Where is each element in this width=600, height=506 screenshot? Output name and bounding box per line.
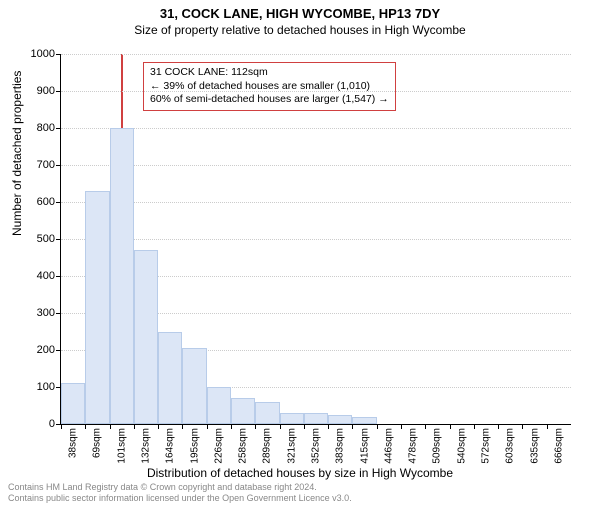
xtick-mark: [425, 424, 426, 429]
ytick-mark: [56, 91, 61, 92]
histogram-bar: [207, 387, 231, 424]
ytick-label: 100: [37, 381, 55, 393]
histogram-bar: [328, 415, 352, 424]
ytick-mark: [56, 54, 61, 55]
xtick-mark: [401, 424, 402, 429]
histogram-bar: [158, 332, 182, 425]
histogram-bar: [110, 128, 134, 424]
annotation-box: 31 COCK LANE: 112sqm← 39% of detached ho…: [143, 62, 396, 111]
gridline: [61, 54, 571, 55]
xtick-label: 478sqm: [408, 428, 419, 464]
xtick-label: 258sqm: [238, 428, 249, 464]
xtick-mark: [158, 424, 159, 429]
xtick-label: 226sqm: [213, 428, 224, 464]
xtick-label: 572sqm: [481, 428, 492, 464]
ytick-mark: [56, 313, 61, 314]
ytick-label: 800: [37, 122, 55, 134]
histogram-bar: [85, 191, 109, 424]
xtick-mark: [255, 424, 256, 429]
xtick-label: 289sqm: [262, 428, 273, 464]
xtick-label: 635sqm: [529, 428, 540, 464]
xtick-mark: [522, 424, 523, 429]
xtick-mark: [474, 424, 475, 429]
xtick-label: 352sqm: [311, 428, 322, 464]
ytick-label: 300: [37, 307, 55, 319]
xtick-label: 383sqm: [335, 428, 346, 464]
histogram-bar: [280, 413, 304, 424]
xtick-mark: [547, 424, 548, 429]
histogram-bar: [255, 402, 279, 424]
ytick-label: 700: [37, 159, 55, 171]
xtick-mark: [328, 424, 329, 429]
gridline: [61, 239, 571, 240]
x-axis-label: Distribution of detached houses by size …: [0, 466, 600, 480]
gridline: [61, 165, 571, 166]
chart-subtitle: Size of property relative to detached ho…: [0, 23, 600, 37]
ytick-label: 200: [37, 344, 55, 356]
gridline: [61, 202, 571, 203]
xtick-mark: [352, 424, 353, 429]
xtick-label: 164sqm: [165, 428, 176, 464]
xtick-mark: [498, 424, 499, 429]
chart-plot-area: 31 COCK LANE: 112sqm← 39% of detached ho…: [60, 54, 571, 425]
y-axis-label: Number of detached properties: [10, 71, 24, 236]
xtick-mark: [450, 424, 451, 429]
annotation-line: 31 COCK LANE: 112sqm: [150, 66, 389, 80]
histogram-bar: [134, 250, 158, 424]
ytick-label: 600: [37, 196, 55, 208]
footer-line-1: Contains HM Land Registry data © Crown c…: [8, 482, 352, 493]
xtick-label: 446sqm: [383, 428, 394, 464]
xtick-label: 101sqm: [116, 428, 127, 464]
gridline: [61, 91, 571, 92]
ytick-label: 400: [37, 270, 55, 282]
xtick-label: 666sqm: [553, 428, 564, 464]
histogram-bar: [61, 383, 85, 424]
xtick-mark: [182, 424, 183, 429]
xtick-label: 38sqm: [68, 428, 79, 458]
xtick-label: 540sqm: [456, 428, 467, 464]
gridline: [61, 128, 571, 129]
histogram-bar: [352, 417, 376, 424]
ytick-label: 1000: [31, 48, 55, 60]
xtick-label: 603sqm: [505, 428, 516, 464]
xtick-mark: [280, 424, 281, 429]
ytick-mark: [56, 165, 61, 166]
xtick-label: 321sqm: [286, 428, 297, 464]
xtick-mark: [231, 424, 232, 429]
ytick-mark: [56, 239, 61, 240]
xtick-mark: [207, 424, 208, 429]
xtick-label: 69sqm: [92, 428, 103, 458]
ytick-label: 500: [37, 233, 55, 245]
xtick-mark: [304, 424, 305, 429]
xtick-mark: [61, 424, 62, 429]
ytick-label: 0: [49, 418, 55, 430]
chart-title: 31, COCK LANE, HIGH WYCOMBE, HP13 7DY: [0, 6, 600, 21]
xtick-label: 415sqm: [359, 428, 370, 464]
xtick-mark: [110, 424, 111, 429]
xtick-label: 132sqm: [141, 428, 152, 464]
xtick-mark: [134, 424, 135, 429]
histogram-bar: [304, 413, 328, 424]
chart-container: 31, COCK LANE, HIGH WYCOMBE, HP13 7DY Si…: [0, 6, 600, 506]
annotation-line: 60% of semi-detached houses are larger (…: [150, 93, 389, 107]
ytick-mark: [56, 128, 61, 129]
xtick-mark: [377, 424, 378, 429]
ytick-mark: [56, 350, 61, 351]
xtick-label: 509sqm: [432, 428, 443, 464]
xtick-label: 195sqm: [189, 428, 200, 464]
footer-line-2: Contains public sector information licen…: [8, 493, 352, 504]
histogram-bar: [231, 398, 255, 424]
ytick-label: 900: [37, 85, 55, 97]
ytick-mark: [56, 202, 61, 203]
xtick-mark: [85, 424, 86, 429]
ytick-mark: [56, 276, 61, 277]
footer-attribution: Contains HM Land Registry data © Crown c…: [8, 482, 352, 504]
histogram-bar: [182, 348, 206, 424]
